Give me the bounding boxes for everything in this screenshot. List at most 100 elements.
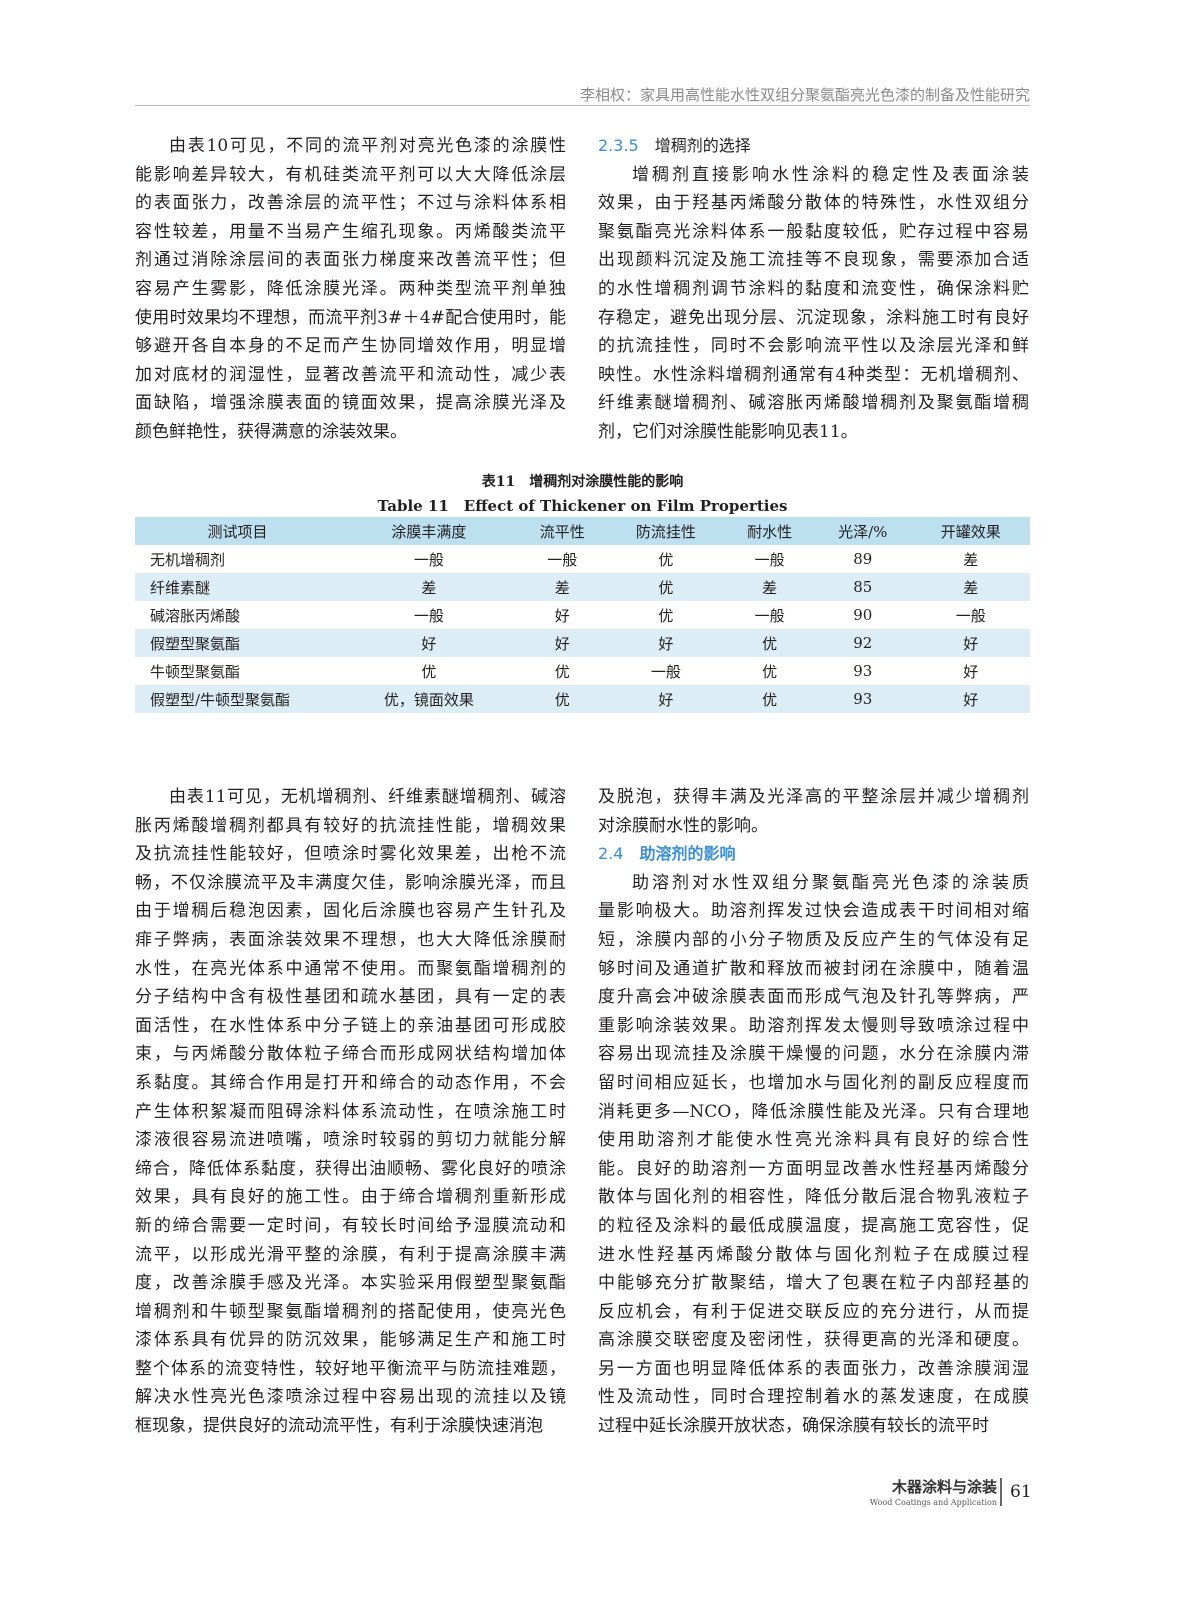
text-line: 量影响极大。助溶剂挥发过快会造成表干时间相对缩 (598, 901, 1029, 922)
journal-cn: 木器涂料与涂装 (891, 1478, 997, 1496)
header-cell: 涂膜丰满度 (340, 517, 518, 545)
header-cell: 防流挂性 (606, 517, 726, 545)
table-row: 无机增稠剂 一般 一般 优 一般 89 差 (135, 545, 1030, 573)
table-cell: 好 (554, 606, 570, 625)
header-row: 测试项目 涂膜丰满度 流平性 防流挂性 耐水性 光泽/% 开罐效果 (135, 517, 1030, 545)
text-line: 助溶剂对水性双组分聚氨酯亮光色漆的涂装质 (632, 872, 1029, 893)
header-cell: 耐水性 (725, 517, 815, 545)
text-line: 的粒径及涂料的最低成膜温度，提高施工宽容性，促 (598, 1215, 1029, 1236)
table-cell: 一般 (955, 606, 986, 625)
table-cell: 89 (853, 550, 873, 568)
section-title: 增稠剂的选择 (654, 136, 751, 155)
text-line: 纤维素醚增稠剂、碱溶胀丙烯酸增稠剂及聚氨酯增稠 (598, 393, 1029, 414)
header-cell: 流平性 (517, 517, 607, 545)
text-line: 聚氨酯亮光涂料体系一般黏度较低，贮存过程中容易 (598, 221, 1029, 242)
text-line: 效果，具有良好的施工性。由于缔合增稠剂重新形成 (135, 1187, 566, 1208)
text-line: 面缺陷，增强涂膜表面的镜面效果，提高涂膜光泽及 (135, 393, 566, 414)
text-line: 留时间相应延长，也增加水与固化剂的副反应程度而 (598, 1072, 1029, 1093)
text-line: 新的缔合需要一定时间，有较长时间给予湿膜流动和 (135, 1215, 566, 1236)
column: 由表10可见，不同的流平剂对亮光色漆的涂膜性 能影响差异较大，有机硅类流平剂可以大… (135, 132, 566, 447)
table-cell: 优 (517, 685, 607, 713)
table-cell: 优 (554, 662, 570, 681)
text-line: 能。良好的助溶剂一方面明显改善水性羟基丙烯酸分 (598, 1158, 1029, 1179)
text-line: 缔合，降低体系黏度，获得出油顺畅、雾化良好的喷涂 (135, 1158, 566, 1179)
table-caption-cn: 表11 增稠剂对涂膜性能的影响 (481, 474, 684, 490)
text-line: 漆体系具有优异的防沉效果，能够满足生产和施工时 (135, 1330, 566, 1351)
table-row: 牛顿型聚氨酯 优 优 一般 优 93 好 (135, 657, 1030, 685)
text-line: 中能够充分扩散聚结，增大了包裹在粒子内部羟基的 (598, 1273, 1029, 1294)
text-line: 面活性，在水性体系中分子链上的亲油基团可形成胶 (135, 1015, 566, 1036)
text-line: 由于增稠后稳泡因素，固化后涂膜也容易产生针孔及 (135, 901, 566, 922)
text-line: 增稠剂直接影响水性涂料的稳定性及表面涂装 (632, 164, 1029, 185)
text-line: 颜色鲜艳性，获得满意的涂装效果。 (135, 421, 407, 442)
text-line: 性及流动性，同时合理控制着水的蒸发速度，在成膜 (598, 1387, 1029, 1408)
section-number: 2.3.5 (598, 136, 639, 155)
text-line: 度，改善涂膜手感及光泽。本实验采用假塑型聚氨酯 (135, 1273, 566, 1294)
footer-bar (1000, 1478, 1002, 1506)
table-cell: 碱溶胀丙烯酸 (150, 606, 241, 625)
text-line: 剂通过消除涂层间的表面张力梯度来改善流平性；但 (135, 250, 566, 271)
table-cell: 好 (963, 662, 979, 681)
table-cell: 好 (911, 685, 1030, 713)
table-cell: 好 (606, 629, 726, 657)
journal-en: Wood Coatings and Application (869, 1498, 997, 1507)
table-row: 碱溶胀丙烯酸 一般 好 优 一般 90 一般 (135, 601, 1030, 629)
text-line: 散体与固化剂的相容性，降低分散后混合物乳液粒子 (598, 1187, 1029, 1208)
text-line: 效果，由于羟基丙烯酸分散体的特殊性，水性双组分 (598, 193, 1029, 214)
text-line: 胀丙烯酸增稠剂都具有较好的抗流挂性能，增稠效果 (135, 815, 566, 836)
table-cell: 纤维素醚 (135, 573, 340, 601)
text-line: 容性较差，用量不当易产生缩孔现象。丙烯酸类流平 (135, 221, 566, 242)
table-cell: 92 (814, 629, 912, 657)
text-line: 消耗更多—NCO，降低涂膜性能及光泽。只有合理地 (598, 1101, 1029, 1122)
text-line: 整个体系的流变特性，较好地平衡流平与防流挂难题， (135, 1358, 566, 1379)
text-line: 存稳定，避免出现分层、沉淀现象，涂料施工时有良好 (598, 307, 1029, 328)
text-line: 系黏度。其缔合作用是打开和缔合的动态作用，不会 (135, 1072, 566, 1093)
table-cell: 优 (725, 629, 815, 657)
text-line: 及脱泡，获得丰满及光泽高的平整涂层并减少增稠剂 (598, 787, 1029, 807)
text-line: 高涂膜交联密度及密闭性，获得更高的光泽和硬度。 (598, 1330, 1029, 1351)
table: 测试项目 涂膜丰满度 流平性 防流挂性 耐水性 光泽/% 开罐效果 无机增稠剂 一般 一般优一般 8… (135, 517, 1030, 713)
table-cell: 好 (911, 629, 1030, 657)
table-cell: 93 (853, 662, 873, 680)
text-line: 束，与丙烯酸分散体粒子缔合而形成网状结构增加体 (135, 1044, 566, 1065)
text-line: 加对底材的润湿性，显著改善流平和流动性，减少表 (135, 364, 566, 385)
section-heading: 2.4 助溶剂的影响 (598, 840, 1029, 869)
text-line: 容易出现流挂及涂膜干燥慢的问题，水分在涂膜内滞 (598, 1044, 1029, 1065)
table-caption-en: Table 11 Effect of Thickener on Film Pro… (377, 497, 788, 515)
table-cell: 好 (517, 629, 607, 657)
text-line: 由表10可见，不同的流平剂对亮光色漆的涂膜性 (169, 136, 566, 156)
text-line: 痱子弊病，表面涂装效果不理想，也大大降低涂膜耐 (135, 929, 566, 950)
table-cell: 牛顿型聚氨酯 (150, 662, 241, 681)
header-cell: 光泽/% (814, 517, 912, 545)
table-cell: 差 (911, 573, 1030, 601)
table-cell: 差 (517, 573, 607, 601)
table-cell: 优 (725, 685, 815, 713)
text-line: 度升高会冲破涂膜表面而形成气泡及针孔等弊病，严 (598, 987, 1029, 1008)
table-cell: 优 (658, 550, 674, 569)
table-row: 假塑型/牛顿型聚氨酯 优，镜面效果优好优 93 好 (135, 685, 1030, 713)
text-line: 的抗流挂性，同时不会影响流平性以及涂层光泽和鲜 (598, 336, 1029, 357)
text-line: 漆液很容易流进喷嘴，喷涂时较弱的剪切力就能分解 (135, 1130, 566, 1151)
text-line: 产生体积絮凝而阻碍涂料体系流动性，在喷涂施工时 (135, 1101, 566, 1122)
table-cell: 一般 (413, 606, 444, 625)
text-line: 过程中延长涂膜开放状态，确保涂膜有较长的流平时 (598, 1416, 989, 1437)
text-line: 够时间及通道扩散和释放而被封闭在涂膜中，随着温 (598, 958, 1029, 979)
text-line: 出现颜料沉淀及施工流挂等不良现象，需要添加合适 (598, 250, 1029, 271)
text-line: 使用助溶剂才能使水性亮光涂料具有良好的综合性 (598, 1130, 1029, 1151)
table-cell: 优 (762, 662, 778, 681)
table-cell: 差 (963, 550, 979, 569)
text-line: 的水性增稠剂调节涂料的黏度和流变性，确保涂料贮 (598, 278, 1029, 299)
text-line: 水性，在亮光体系中通常不使用。而聚氨酯增稠剂的 (135, 958, 566, 979)
page-number: 61 (1010, 1482, 1032, 1502)
table-cell: 一般 (413, 550, 444, 569)
text-line: 流平，以形成光滑平整的涂膜，有利于提高涂膜丰满 (135, 1244, 566, 1265)
table-cell: 差 (725, 573, 815, 601)
table-row: 纤维素醚差差优差 85 差 (135, 573, 1030, 601)
text-line: 映性。水性涂料增稠剂通常有4种类型：无机增稠剂、 (598, 364, 1029, 385)
table-cell: 差 (340, 573, 518, 601)
text-line: 进水性羟基丙烯酸分散体与固化剂粒子在成膜过程 (598, 1244, 1029, 1265)
table-cell: 假塑型/牛顿型聚氨酯 (135, 685, 340, 713)
header-rule (135, 105, 1030, 106)
text-line: 及抗流挂性能较好，但喷涂时雾化效果差，出枪不流 (135, 844, 566, 865)
